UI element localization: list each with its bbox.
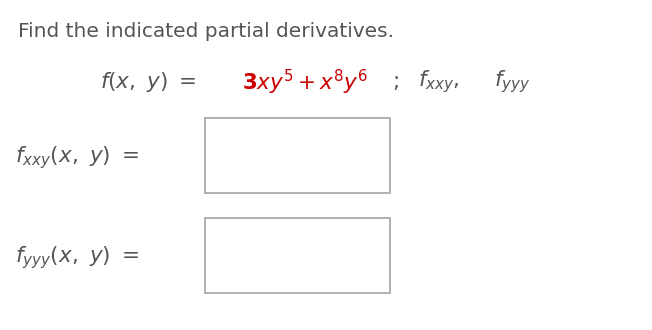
Text: $;$: $;$ [392,72,399,92]
Text: $\mathit{f}_{\mathit{xxy}}(\mathit{x},\ \mathit{y})\ =$: $\mathit{f}_{\mathit{xxy}}(\mathit{x},\ … [15,145,139,171]
Bar [205,218,390,293]
Text: $\mathit{f}_{\mathit{xxy}},$: $\mathit{f}_{\mathit{xxy}},$ [418,69,460,95]
Text: $\mathbf{3}\mathit{x}\mathit{y}^5 + \mathit{x}^8\mathit{y}^6$: $\mathbf{3}\mathit{x}\mathit{y}^5 + \mat… [242,67,368,97]
Bar [205,118,390,193]
Text: $\mathit{f}_{\mathit{yyy}}(\mathit{x},\ \mathit{y})\ =$: $\mathit{f}_{\mathit{yyy}}(\mathit{x},\ … [15,245,139,271]
Text: $\mathit{f}_{\mathit{yyy}}$: $\mathit{f}_{\mathit{yyy}}$ [494,69,531,95]
Text: Find the indicated partial derivatives.: Find the indicated partial derivatives. [18,22,394,41]
Text: $\mathit{f}(\mathit{x},\ \mathit{y})\ =$: $\mathit{f}(\mathit{x},\ \mathit{y})\ =$ [100,70,197,94]
